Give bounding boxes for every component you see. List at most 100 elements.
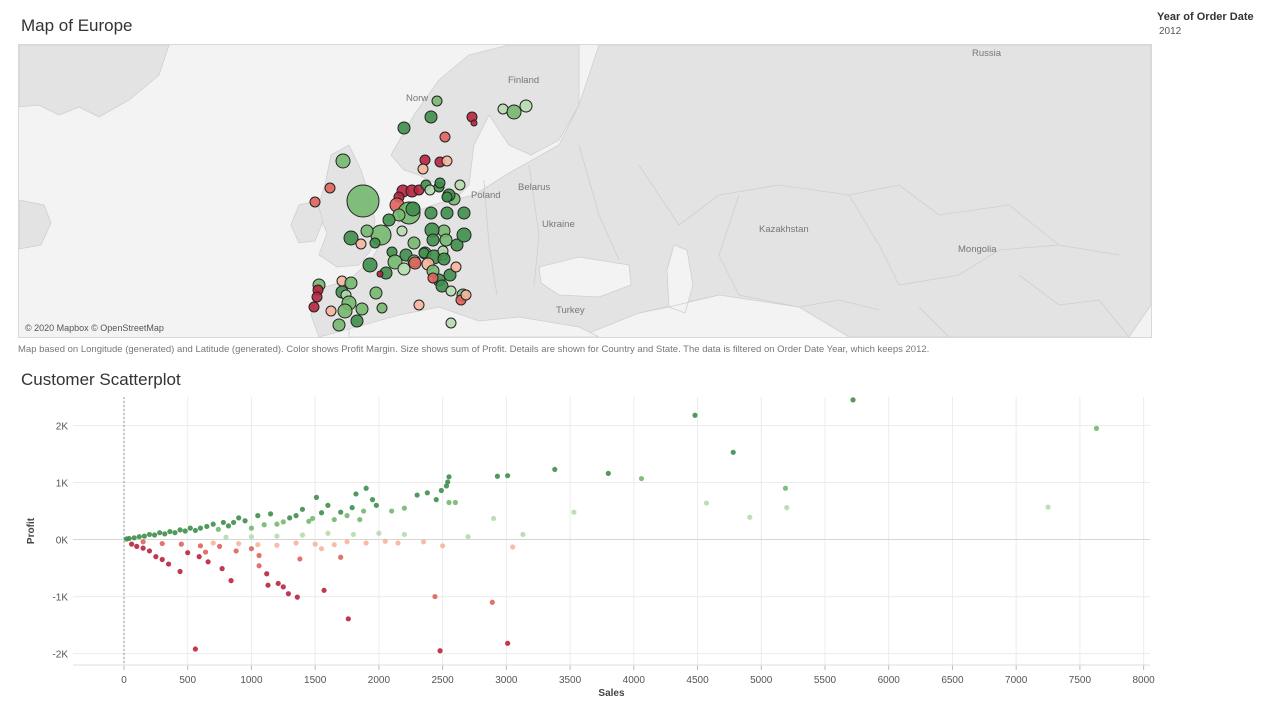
scatter-point-87[interactable] bbox=[363, 540, 369, 546]
scatter-point-121[interactable] bbox=[219, 566, 225, 572]
scatter-point-60[interactable] bbox=[210, 521, 216, 527]
map-bubble-91[interactable] bbox=[376, 302, 388, 314]
scatter-point-115[interactable] bbox=[280, 584, 286, 590]
scatter-point-70[interactable] bbox=[157, 530, 163, 536]
map-bubble-80[interactable] bbox=[311, 291, 323, 303]
map-bubble-72[interactable] bbox=[445, 285, 457, 297]
scatter-point-54[interactable] bbox=[242, 518, 248, 524]
scatter-point-39[interactable] bbox=[331, 516, 337, 523]
map-bubble-60[interactable] bbox=[408, 256, 422, 270]
map-bubble-92[interactable] bbox=[413, 299, 425, 311]
scatter-point-58[interactable] bbox=[220, 519, 226, 526]
scatter-point-120[interactable] bbox=[228, 578, 234, 584]
scatter-point-49[interactable] bbox=[274, 521, 280, 527]
scatter-point-55[interactable] bbox=[236, 515, 242, 521]
scatter-point-134[interactable] bbox=[395, 540, 401, 546]
scatter-point-83[interactable] bbox=[274, 533, 280, 539]
map-bubble-2[interactable] bbox=[424, 110, 438, 124]
scatter-point-1[interactable] bbox=[850, 397, 856, 403]
scatter-point-35[interactable] bbox=[353, 491, 359, 497]
scatter-point-71[interactable] bbox=[151, 532, 158, 538]
scatter-point-48[interactable] bbox=[280, 519, 286, 525]
scatter-point-109[interactable] bbox=[432, 593, 438, 600]
scatter-point-61[interactable] bbox=[204, 523, 210, 530]
scatter-point-2[interactable] bbox=[1093, 425, 1100, 431]
scatter-point-91[interactable] bbox=[293, 540, 299, 546]
scatter-point-26[interactable] bbox=[401, 505, 407, 511]
map-bubble-33[interactable] bbox=[382, 213, 396, 227]
scatter-point-0[interactable] bbox=[692, 412, 698, 418]
europe-map[interactable]: Russia Finland Norw Poland Belarus Ukraine Kaz… bbox=[18, 44, 1152, 338]
scatter-point-38[interactable] bbox=[338, 509, 344, 515]
scatter-point-99[interactable] bbox=[140, 539, 146, 545]
map-bubble-81[interactable] bbox=[308, 301, 320, 313]
scatter-point-30[interactable] bbox=[369, 497, 376, 503]
map-bubble-25[interactable] bbox=[434, 177, 446, 189]
scatter-point-125[interactable] bbox=[165, 561, 172, 567]
scatter-point-105[interactable] bbox=[233, 548, 239, 554]
scatter-point-65[interactable] bbox=[182, 528, 188, 534]
scatter-point-47[interactable] bbox=[287, 515, 293, 521]
scatter-point-42[interactable] bbox=[313, 494, 320, 500]
scatter-point-27[interactable] bbox=[389, 508, 395, 514]
scatter-point-74[interactable] bbox=[136, 534, 142, 540]
scatter-point-32[interactable] bbox=[363, 485, 369, 491]
scatter-point-111[interactable] bbox=[345, 616, 351, 622]
map-bubble-6[interactable] bbox=[497, 103, 509, 115]
map-bubble-45[interactable] bbox=[407, 236, 421, 250]
scatter-point-84[interactable] bbox=[248, 534, 255, 540]
scatter-point-29[interactable] bbox=[452, 499, 458, 506]
scatter-point-9[interactable] bbox=[782, 485, 789, 491]
scatter-point-46[interactable] bbox=[293, 513, 299, 519]
scatter-point-103[interactable] bbox=[338, 554, 344, 560]
scatter-point-94[interactable] bbox=[236, 540, 242, 547]
scatter-point-88[interactable] bbox=[344, 539, 350, 545]
scatter-point-19[interactable] bbox=[446, 474, 452, 480]
scatter-point-119[interactable] bbox=[256, 563, 262, 569]
map-bubble-46[interactable] bbox=[426, 233, 440, 247]
scatter-point-113[interactable] bbox=[294, 594, 300, 600]
scatter-point-23[interactable] bbox=[433, 497, 439, 503]
map-bubble-11[interactable] bbox=[309, 196, 321, 208]
map-bubble-62[interactable] bbox=[437, 252, 451, 266]
scatter-point-129[interactable] bbox=[140, 545, 146, 551]
scatter-point-25[interactable] bbox=[414, 492, 420, 498]
scatter-point-124[interactable] bbox=[177, 568, 183, 575]
scatter-point-135[interactable] bbox=[248, 546, 255, 552]
scatter-point-22[interactable] bbox=[438, 487, 444, 494]
map-bubble-48[interactable] bbox=[450, 238, 464, 252]
map-bubble-63[interactable] bbox=[397, 262, 411, 276]
scatter-point-75[interactable] bbox=[131, 535, 137, 541]
scatter-point-136[interactable] bbox=[210, 540, 216, 546]
map-bubble-28[interactable] bbox=[454, 179, 466, 191]
scatter-point-100[interactable] bbox=[440, 543, 446, 549]
year-filter[interactable]: Year of Order Date 2012 bbox=[1157, 11, 1254, 37]
map-bubble-44[interactable] bbox=[396, 225, 408, 237]
map-bubble-41[interactable] bbox=[343, 230, 359, 246]
scatter-point-57[interactable] bbox=[225, 523, 232, 529]
scatter-point-7[interactable] bbox=[505, 473, 511, 479]
map-bubble-35[interactable] bbox=[440, 206, 454, 220]
scatter-point-5[interactable] bbox=[605, 470, 611, 477]
scatter-point-64[interactable] bbox=[187, 525, 193, 531]
scatter-point-67[interactable] bbox=[172, 530, 178, 536]
scatter-point-13[interactable] bbox=[1045, 504, 1051, 510]
map-attribution[interactable]: © 2020 Mapbox © OpenStreetMap bbox=[25, 323, 164, 333]
scatter-point-12[interactable] bbox=[747, 514, 753, 520]
scatter-point-34[interactable] bbox=[357, 516, 363, 523]
scatter-point-41[interactable] bbox=[318, 510, 325, 516]
scatter-point-90[interactable] bbox=[312, 541, 318, 547]
scatter-point-132[interactable] bbox=[192, 646, 198, 652]
scatter-point-97[interactable] bbox=[178, 541, 184, 547]
scatter-point-108[interactable] bbox=[505, 640, 511, 646]
scatter-point-128[interactable] bbox=[146, 548, 153, 554]
map-bubble-8[interactable] bbox=[519, 99, 533, 113]
map-bubble-34[interactable] bbox=[424, 206, 438, 220]
scatter-point-96[interactable] bbox=[197, 543, 204, 549]
map-bubble-65[interactable] bbox=[376, 270, 384, 278]
scatter-point-62[interactable] bbox=[197, 525, 204, 531]
map-bubble-90[interactable] bbox=[332, 318, 346, 332]
map-bubble-23[interactable] bbox=[424, 184, 436, 196]
scatter-point-31[interactable] bbox=[373, 502, 379, 508]
map-bubble-5[interactable] bbox=[470, 119, 478, 127]
